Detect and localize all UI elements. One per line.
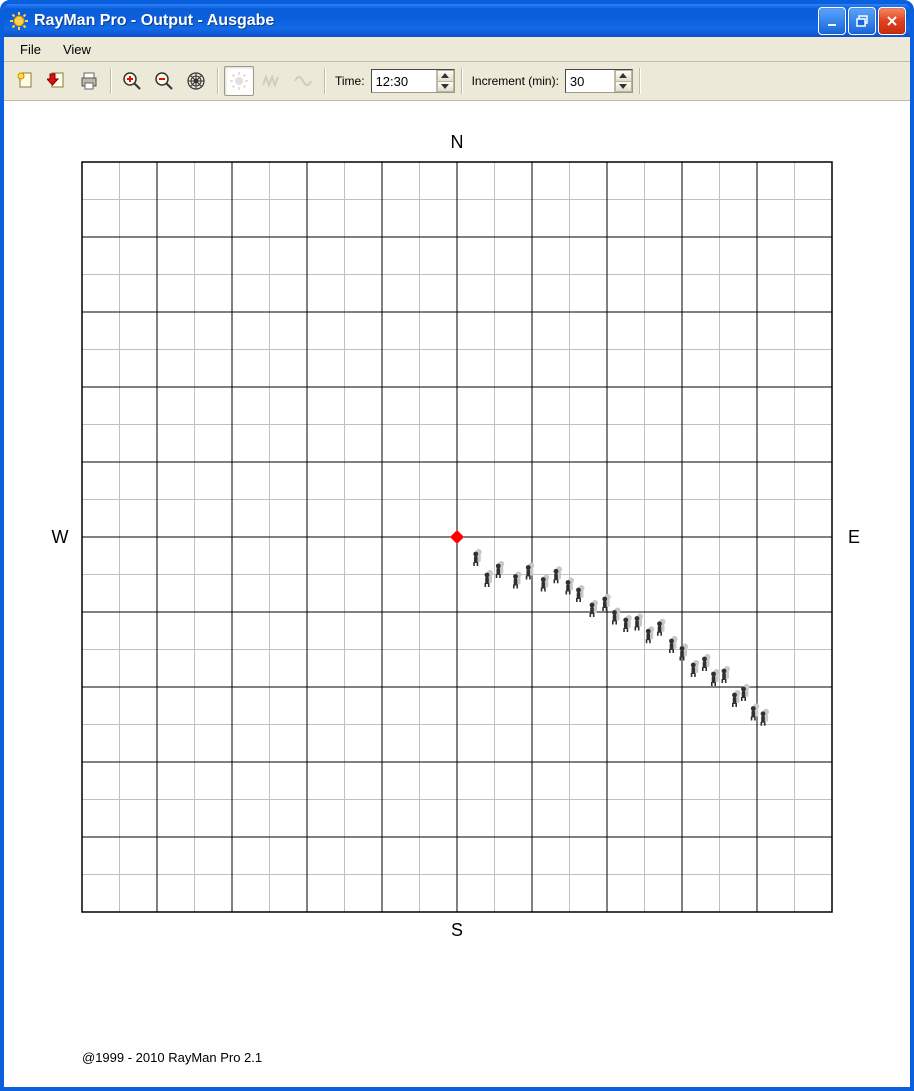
menubar: File View: [4, 37, 910, 62]
increment-down-button[interactable]: [615, 82, 632, 93]
increment-input[interactable]: [566, 71, 614, 91]
sun-mode-icon[interactable]: [224, 66, 254, 96]
increment-spinner: [565, 69, 633, 93]
toolbar: Time: Increment (min):: [4, 62, 910, 101]
copyright-text: @1999 - 2010 RayMan Pro 2.1: [82, 1050, 262, 1065]
close-button[interactable]: [878, 7, 906, 35]
time-down-button[interactable]: [437, 82, 454, 93]
increment-up-button[interactable]: [615, 70, 632, 82]
zoom-in-icon[interactable]: [117, 66, 147, 96]
print-icon[interactable]: [74, 66, 104, 96]
app-window: RayMan Pro - Output - Ausgabe File V: [0, 0, 914, 1091]
svg-text:S: S: [451, 920, 463, 940]
minimize-button[interactable]: [818, 7, 846, 35]
svg-text:W: W: [52, 527, 69, 547]
svg-text:E: E: [848, 527, 860, 547]
titlebar: RayMan Pro - Output - Ausgabe: [4, 4, 910, 37]
window-control-buttons: [818, 7, 906, 35]
time-up-button[interactable]: [437, 70, 454, 82]
save-document-icon[interactable]: [42, 66, 72, 96]
new-document-icon[interactable]: [10, 66, 40, 96]
fit-view-icon[interactable]: [181, 66, 211, 96]
compass-plot: N S W E: [7, 102, 907, 1032]
menu-view[interactable]: View: [53, 39, 101, 60]
time-spinner: [371, 69, 455, 93]
sine-mode-icon[interactable]: [288, 66, 318, 96]
app-icon: [10, 12, 28, 30]
window-title: RayMan Pro - Output - Ausgabe: [34, 12, 274, 30]
restore-button[interactable]: [848, 7, 876, 35]
content-area: N S W E @1999 - 2010 RayMan Pro 2.1: [4, 101, 910, 1087]
menu-file[interactable]: File: [10, 39, 51, 60]
wave-mode-icon[interactable]: [256, 66, 286, 96]
svg-text:N: N: [451, 132, 464, 152]
increment-label: Increment (min):: [472, 74, 559, 88]
zoom-out-icon[interactable]: [149, 66, 179, 96]
time-label: Time:: [335, 74, 365, 88]
time-input[interactable]: [372, 71, 436, 91]
